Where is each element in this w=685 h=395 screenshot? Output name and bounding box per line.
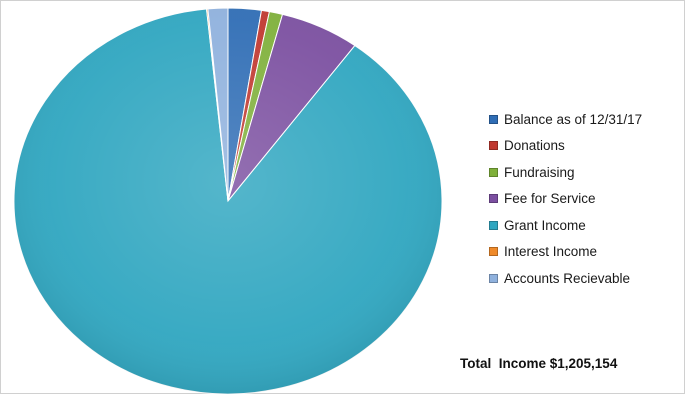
legend-swatch bbox=[489, 247, 498, 256]
legend-item: Fee for Service bbox=[489, 189, 642, 209]
legend-item: Grant Income bbox=[489, 215, 642, 235]
total-income-label: Total Income $1,205,154 bbox=[460, 356, 618, 371]
legend-swatch bbox=[489, 141, 498, 150]
legend-swatch bbox=[489, 114, 498, 124]
legend-swatch bbox=[489, 167, 498, 177]
legend-label: Fee for Service bbox=[504, 191, 596, 206]
legend-label: Accounts Recievable bbox=[504, 270, 631, 286]
pie-chart bbox=[13, 7, 443, 395]
legend-label: Balance as of 12/31/17 bbox=[504, 111, 643, 127]
legend-item: Interest Income bbox=[489, 242, 642, 262]
legend-label: Interest Income bbox=[504, 244, 598, 259]
legend-item: Accounts Recievable bbox=[489, 268, 642, 288]
legend-label: Donations bbox=[504, 138, 565, 153]
legend-label: Grant Income bbox=[504, 217, 586, 233]
legend-label: Fundraising bbox=[504, 164, 575, 180]
legend-swatch bbox=[489, 194, 498, 203]
chart-legend: Balance as of 12/31/17 Donations Fundrai… bbox=[489, 109, 642, 295]
legend-swatch bbox=[489, 220, 498, 230]
legend-item: Balance as of 12/31/17 bbox=[489, 109, 642, 129]
legend-item: Fundraising bbox=[489, 162, 642, 182]
legend-item: Donations bbox=[489, 136, 642, 156]
legend-swatch bbox=[489, 273, 498, 283]
